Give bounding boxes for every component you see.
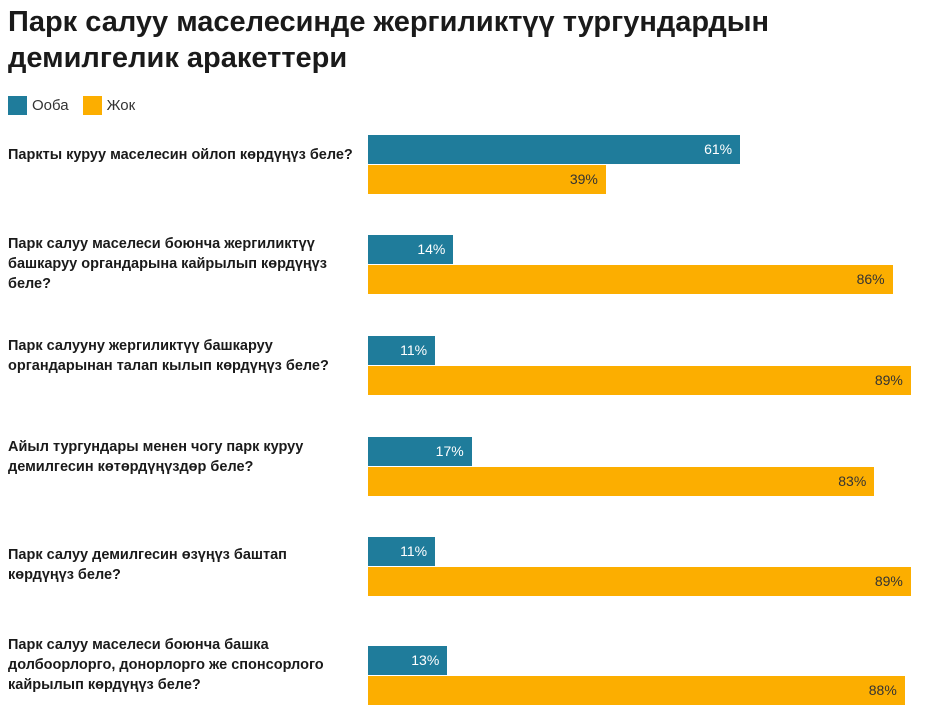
bar-no [368, 165, 606, 194]
bar-no [368, 366, 911, 395]
data-label-yes: 11% [400, 543, 428, 559]
data-label-yes: 11% [400, 342, 428, 358]
category-label: Парк салууну жергиликтүү башкаруу органд… [8, 338, 329, 374]
bar-yes [368, 537, 436, 566]
bar-yes [368, 235, 454, 264]
data-label-no: 83% [838, 473, 867, 489]
data-label-no: 39% [569, 171, 598, 187]
data-label-no: 89% [874, 372, 903, 388]
bar-yes [368, 437, 472, 466]
category-label: Айыл тургундары менен чогу парк куруу де… [8, 439, 304, 475]
legend-label-no: Жок [106, 96, 136, 114]
data-label-yes: 14% [417, 241, 446, 257]
bar-yes [368, 646, 448, 675]
category-label: Паркты куруу маселесин ойлоп көрдүңүз бе… [8, 147, 353, 163]
category-label: Парк салуу маселеси боюнча башка долбоор… [8, 637, 324, 693]
category-label: Парк салуу демилгесин өзүңүз баштап көрд… [8, 547, 287, 583]
bar-yes [368, 336, 436, 365]
data-label-yes: 61% [704, 141, 733, 157]
bar-no [368, 265, 893, 294]
category-label: Парк салуу маселеси боюнча жергиликтүү б… [8, 236, 327, 292]
legend-item-no: Жок [82, 95, 136, 115]
legend-swatch-yes [8, 95, 27, 115]
data-label-no: 88% [868, 682, 897, 698]
bar-no [368, 567, 911, 596]
legend-swatch-no [82, 95, 102, 115]
data-label-no: 89% [874, 573, 903, 589]
legend-label-yes: Ооба [32, 96, 69, 114]
data-label-yes: 17% [435, 443, 464, 459]
legend: Ооба Жок [8, 95, 149, 115]
bar-no [368, 676, 905, 705]
data-label-no: 86% [856, 271, 885, 287]
legend-item-yes: Ооба [8, 95, 69, 115]
data-label-yes: 13% [411, 652, 440, 668]
bar-no [368, 467, 875, 496]
bar-yes [368, 135, 741, 164]
chart-title: Парк салуу маселесинде жергиликтүү тургу… [8, 6, 770, 74]
